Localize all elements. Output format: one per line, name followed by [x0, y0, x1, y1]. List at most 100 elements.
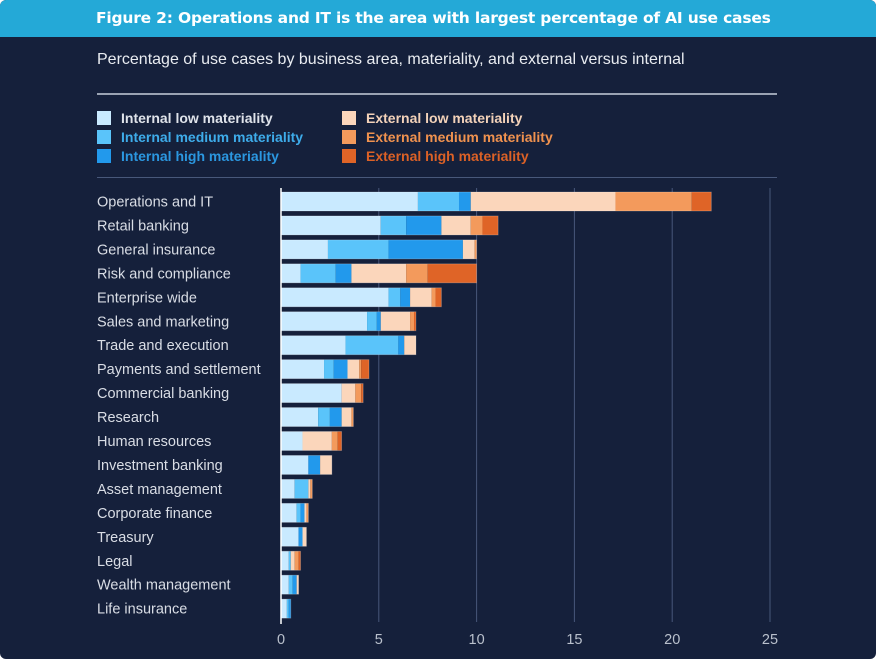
- bar-segment: [327, 239, 389, 259]
- bar-segment: [281, 551, 289, 571]
- bar-segment: [281, 287, 389, 307]
- bar-segment: [380, 311, 411, 331]
- bar-segment: [281, 455, 309, 475]
- legend-item-external-medium: External medium materiality: [342, 129, 553, 145]
- bar-segments: [280, 191, 712, 619]
- bar-segment: [308, 455, 321, 475]
- bar-segment: [691, 192, 712, 211]
- bar-segment: [359, 359, 362, 379]
- bar-segment: [474, 239, 477, 259]
- bar-segment: [615, 192, 692, 211]
- bar-segment: [310, 479, 313, 499]
- bar-segment: [351, 263, 407, 283]
- category-label: Sales and marketing: [97, 314, 229, 330]
- bar-segment: [304, 503, 307, 523]
- bar-segment: [380, 215, 407, 235]
- category-label: Retail banking: [97, 218, 189, 234]
- bar-segment: [300, 263, 336, 283]
- bar-segment: [427, 263, 477, 283]
- x-tick-label: 0: [277, 632, 285, 648]
- category-label: Investment banking: [97, 458, 223, 474]
- category-label: Research: [97, 410, 159, 426]
- bar-segment: [331, 431, 338, 451]
- title-divider: [97, 93, 777, 95]
- legend-item-external-low: External low materiality: [342, 110, 522, 126]
- category-label: Commercial banking: [97, 386, 229, 402]
- bar-segment: [281, 359, 325, 379]
- legend-label: External high materiality: [366, 148, 529, 164]
- legend-swatch: [97, 149, 111, 163]
- category-label: Life insurance: [97, 602, 187, 618]
- bar-segment: [337, 431, 342, 451]
- x-tick-label: 15: [566, 632, 582, 648]
- bar-segment: [335, 263, 352, 283]
- category-label: Corporate finance: [97, 506, 212, 522]
- legend-label: Internal low materiality: [121, 110, 273, 126]
- x-tick-label: 10: [469, 632, 485, 648]
- legend-item-internal-medium: Internal medium materiality: [97, 129, 303, 145]
- category-label: Human resources: [97, 434, 211, 450]
- bar-segment: [281, 311, 368, 331]
- legend-label: External medium materiality: [366, 129, 553, 145]
- legend-item-external-high: External high materiality: [342, 148, 529, 164]
- bar-segment: [298, 527, 303, 547]
- bar-segment: [345, 335, 399, 355]
- bar-segment: [288, 575, 293, 595]
- figure-title-banner: Figure 2: Operations and IT is the area …: [0, 0, 876, 37]
- bar-segment: [400, 287, 411, 307]
- x-tick-label: 25: [762, 632, 778, 648]
- bar-segment: [296, 503, 301, 523]
- legend-divider: [97, 177, 777, 178]
- bar-segment: [458, 192, 471, 211]
- legend-swatch: [342, 130, 356, 144]
- bar-segment: [482, 215, 499, 235]
- gridlines: [378, 188, 771, 622]
- bar-segment: [417, 192, 459, 211]
- x-tick-label: 5: [375, 632, 383, 648]
- bar-segment: [292, 575, 297, 595]
- category-label: Trade and execution: [97, 338, 229, 354]
- legend-item-internal-low: Internal low materiality: [97, 110, 273, 126]
- bar-segment: [462, 239, 475, 259]
- bar-segment: [288, 599, 291, 619]
- bar-segment: [302, 431, 332, 451]
- bar-segment: [302, 527, 307, 547]
- legend-swatch: [342, 149, 356, 163]
- category-label: Asset management: [97, 482, 222, 498]
- category-label: Treasury: [97, 530, 154, 546]
- bar-segment: [281, 215, 381, 235]
- bar-segment: [306, 503, 309, 523]
- bar-segment: [388, 239, 463, 259]
- bar-segment: [281, 527, 299, 547]
- bar-segment: [341, 383, 356, 403]
- bar-segment: [406, 263, 428, 283]
- bar-segment: [281, 599, 287, 619]
- bar-segment: [281, 335, 346, 355]
- bar-segment: [367, 311, 377, 331]
- category-label: Wealth management: [97, 578, 231, 594]
- category-label: General insurance: [97, 242, 216, 258]
- bar-segment: [320, 455, 332, 475]
- bar-segment: [361, 383, 364, 403]
- bar-segment: [361, 359, 370, 379]
- bar-segment: [431, 287, 436, 307]
- bar-segment: [410, 311, 415, 331]
- bar-segment: [388, 287, 401, 307]
- category-label: Risk and compliance: [97, 266, 231, 282]
- bar-segment: [341, 407, 352, 427]
- bar-segment: [281, 575, 289, 595]
- x-tick-labels: 0 5 10 15 20 25: [277, 632, 778, 648]
- bar-segment: [288, 551, 291, 571]
- bar-segment: [324, 359, 334, 379]
- bar-segment: [333, 359, 348, 379]
- bar-segment: [294, 479, 309, 499]
- bar-segment: [329, 407, 342, 427]
- bar-segment: [281, 431, 303, 451]
- legend-swatch: [342, 111, 356, 125]
- legend-label: Internal medium materiality: [121, 129, 304, 145]
- legend-swatch: [97, 130, 111, 144]
- legend-swatch: [97, 111, 111, 125]
- bar-segment: [281, 383, 342, 403]
